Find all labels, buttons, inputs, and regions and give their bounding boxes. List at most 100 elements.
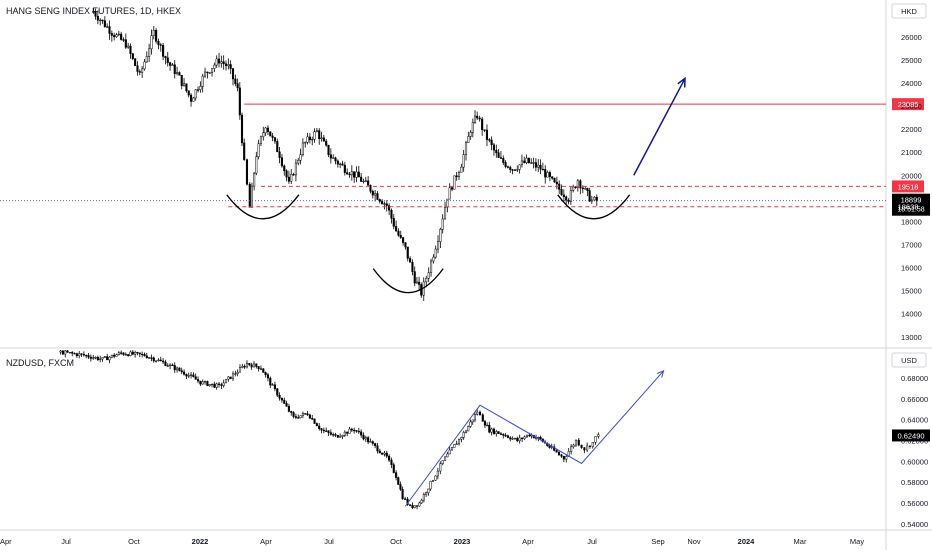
y-tick-label: 23000 (901, 102, 922, 111)
candle-body (574, 186, 577, 189)
candle-body (339, 436, 342, 438)
candle-body (457, 438, 461, 445)
candle-body (570, 446, 573, 452)
candle-body (562, 194, 565, 198)
candle-body (485, 129, 489, 140)
candle-body (539, 164, 542, 170)
candle-body (283, 165, 286, 172)
candle-body (420, 499, 423, 504)
candle-body (378, 199, 381, 202)
y-tick-label: 0.58000 (901, 478, 928, 487)
candle-body (530, 162, 533, 164)
candle-body (262, 132, 265, 138)
candle-body (339, 163, 342, 166)
pattern-arc (372, 268, 444, 294)
candle-body (234, 78, 237, 84)
x-tick-label: 2024 (738, 537, 756, 546)
candle-body (555, 450, 558, 453)
candle-body (169, 364, 172, 367)
candle-body (124, 354, 127, 356)
candle-body (523, 436, 526, 439)
candle-body (203, 381, 207, 383)
candle-body (434, 475, 437, 481)
candle-body (584, 188, 587, 190)
candle-body (406, 246, 409, 259)
candle-body (534, 162, 537, 168)
candle-body (171, 364, 174, 366)
candle-body (313, 418, 316, 424)
candle-body (516, 169, 519, 171)
candle-body (101, 357, 104, 360)
candle-body (290, 174, 293, 182)
candle-body (350, 171, 353, 176)
candle-body (178, 72, 181, 76)
candle-body (523, 160, 526, 163)
candle-body (136, 65, 139, 72)
candle-body (355, 171, 358, 178)
candle-body (588, 445, 592, 448)
x-tick-label: Apr (522, 537, 534, 546)
candle-body (162, 360, 165, 363)
candle-body (355, 430, 358, 432)
candle-body (201, 381, 204, 385)
candle-body (369, 441, 372, 443)
candle-body (577, 439, 580, 446)
trend-line (405, 370, 664, 507)
candle-body (59, 350, 62, 353)
candle-body (376, 445, 379, 452)
y-tick-label: 0.66000 (901, 395, 928, 404)
candle-body (243, 142, 246, 160)
candle-body (511, 169, 514, 171)
candle-body (397, 477, 400, 485)
candle-body (399, 484, 402, 490)
candle-body (413, 271, 416, 284)
candle-body (367, 180, 370, 186)
candle-body (527, 157, 530, 164)
candle-body (73, 353, 76, 355)
candle-body (120, 352, 123, 354)
axis-settings-button (890, 534, 914, 546)
candle-body (194, 89, 197, 99)
candle-body (117, 33, 120, 36)
currency-box (891, 3, 927, 19)
candle-body (462, 154, 465, 168)
candle-body (574, 439, 578, 446)
candle-body (236, 371, 239, 374)
candle-body (269, 377, 272, 386)
candle-body (173, 365, 176, 371)
x-tick-label: 2023 (454, 537, 471, 546)
candle-body (210, 68, 214, 73)
candle-body (597, 434, 600, 437)
candle-body (187, 375, 190, 377)
candle-body (378, 450, 381, 454)
candle-body (488, 424, 491, 433)
x-tick-label: Oct (390, 537, 403, 546)
candle-body (304, 413, 307, 415)
candle-body (210, 383, 214, 386)
candle-body (78, 353, 81, 357)
candle-body (551, 176, 554, 179)
candle-body (362, 180, 365, 183)
candle-body (313, 131, 316, 140)
candle-body (197, 379, 200, 382)
x-tick-label: May (850, 537, 864, 546)
candle-body (490, 428, 493, 433)
currency-label: HKD (901, 7, 917, 16)
candle-body (353, 171, 356, 178)
candle-body (94, 357, 97, 359)
candle-body (504, 435, 507, 437)
candle-body (99, 358, 102, 361)
y-tick-label: 25000 (901, 56, 922, 65)
candle-body (227, 376, 230, 380)
candle-body (429, 480, 432, 490)
candle-body (166, 365, 169, 367)
candle-body (185, 374, 188, 377)
candle-body (301, 142, 304, 155)
candle-body (92, 11, 95, 13)
candle-body (255, 363, 258, 367)
candle-body (238, 87, 241, 116)
candle-body (213, 64, 216, 69)
candle-body (318, 130, 321, 139)
y-tick-label: 0.54000 (901, 520, 928, 529)
